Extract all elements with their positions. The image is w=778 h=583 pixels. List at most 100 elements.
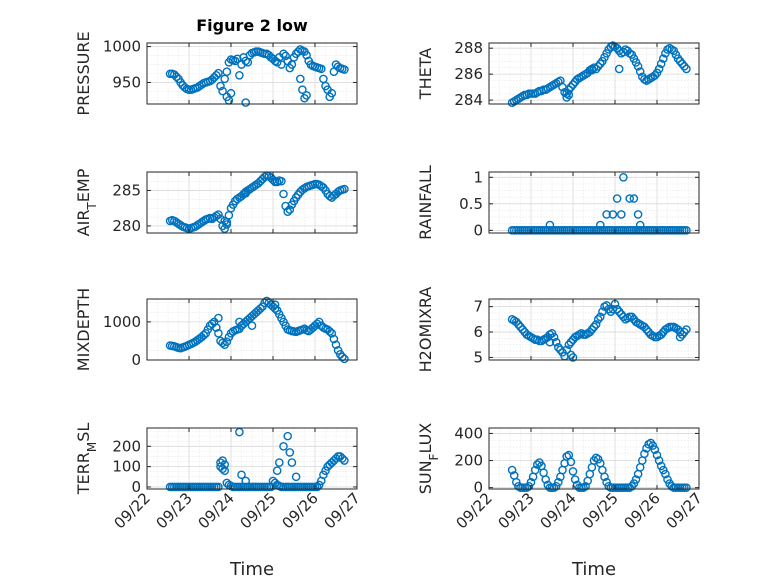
- y-axis-label: PRESSURE: [74, 31, 93, 115]
- data-point: [241, 56, 250, 66]
- xlabel-right: Time: [571, 559, 616, 580]
- data-point: [644, 439, 653, 449]
- data-series: [165, 171, 349, 234]
- data-series: [507, 173, 691, 235]
- data-point: [327, 329, 337, 338]
- data-point: [256, 304, 265, 313]
- data-point: [302, 50, 311, 60]
- data-point: [554, 342, 563, 352]
- data-point: [625, 194, 635, 203]
- data-point: [562, 93, 572, 102]
- data-point: [337, 352, 347, 362]
- data-point: [214, 68, 223, 78]
- data-point: [640, 449, 649, 459]
- data-point: [661, 469, 670, 479]
- data-point: [585, 327, 595, 337]
- data-point: [302, 91, 311, 100]
- data-point: [516, 322, 525, 332]
- data-point: [596, 59, 605, 69]
- data-point: [549, 332, 559, 342]
- y-tick-label: 288: [454, 39, 483, 57]
- data-point: [659, 54, 668, 63]
- y-axis-label: H2OMIXRA: [416, 287, 435, 373]
- data-point: [298, 85, 307, 94]
- y-axis-label: SUNFLUX: [416, 423, 441, 495]
- data-point: [619, 47, 628, 57]
- data-point: [566, 350, 576, 360]
- y-tick-label: 285: [112, 181, 141, 199]
- data-point: [619, 312, 628, 322]
- data-point: [214, 329, 223, 338]
- data-point: [337, 454, 347, 463]
- data-point: [566, 337, 576, 347]
- data-point: [340, 354, 349, 364]
- data-point: [635, 67, 645, 76]
- data-point: [650, 71, 660, 80]
- data-point: [272, 58, 282, 67]
- data-point: [568, 467, 578, 476]
- data-point: [627, 312, 637, 322]
- data-point: [545, 220, 555, 230]
- data-point: [675, 56, 685, 66]
- y-tick-label: 7: [473, 298, 483, 316]
- data-point: [551, 481, 561, 491]
- data-point: [591, 64, 601, 74]
- data-point: [659, 465, 668, 475]
- data-point: [541, 475, 551, 484]
- data-point: [593, 62, 603, 71]
- data-point: [340, 456, 349, 465]
- y-axis-label: THETA: [416, 48, 435, 100]
- data-point: [642, 325, 651, 334]
- y-tick-label: 1: [473, 168, 483, 186]
- data-point: [635, 220, 645, 230]
- data-point: [211, 70, 221, 80]
- data-point: [312, 482, 322, 492]
- data-point: [564, 340, 574, 350]
- data-point: [340, 65, 349, 74]
- data-point: [218, 464, 227, 473]
- data-point: [614, 307, 624, 317]
- y-tick-label: 100: [112, 458, 141, 476]
- data-point: [507, 465, 517, 475]
- data-point: [340, 184, 349, 194]
- subplot-3: 280 285 AIRTEMP: [74, 168, 358, 236]
- data-point: [241, 476, 250, 486]
- data-point: [300, 324, 309, 334]
- data-point: [612, 304, 622, 314]
- data-point: [518, 325, 527, 334]
- data-point: [293, 47, 303, 56]
- data-point: [629, 479, 639, 488]
- data-series: [507, 438, 691, 492]
- data-point: [675, 332, 685, 342]
- data-point: [650, 445, 660, 454]
- data-point: [612, 194, 622, 203]
- y-tick-label: 400: [454, 424, 483, 442]
- data-point: [247, 321, 257, 330]
- xlabel-left: Time: [229, 559, 274, 580]
- data-point: [281, 51, 290, 61]
- data-point: [331, 454, 341, 463]
- y-tick-label: 950: [112, 73, 141, 91]
- data-point: [554, 477, 563, 487]
- data-point: [656, 59, 666, 69]
- data-point: [524, 481, 534, 491]
- data-point: [199, 330, 208, 340]
- data-series: [165, 427, 349, 492]
- data-series: [165, 296, 349, 364]
- data-point: [568, 353, 578, 362]
- data-point: [235, 70, 244, 80]
- data-series: [507, 41, 691, 108]
- data-point: [579, 483, 588, 492]
- data-point: [564, 85, 574, 95]
- data-point: [291, 472, 301, 482]
- data-point: [512, 477, 521, 487]
- data-point: [241, 188, 250, 198]
- data-point: [272, 466, 282, 476]
- y-tick-label: 200: [454, 452, 483, 470]
- data-point: [629, 194, 639, 203]
- data-point: [556, 345, 565, 355]
- data-point: [545, 337, 555, 347]
- data-point: [587, 325, 597, 334]
